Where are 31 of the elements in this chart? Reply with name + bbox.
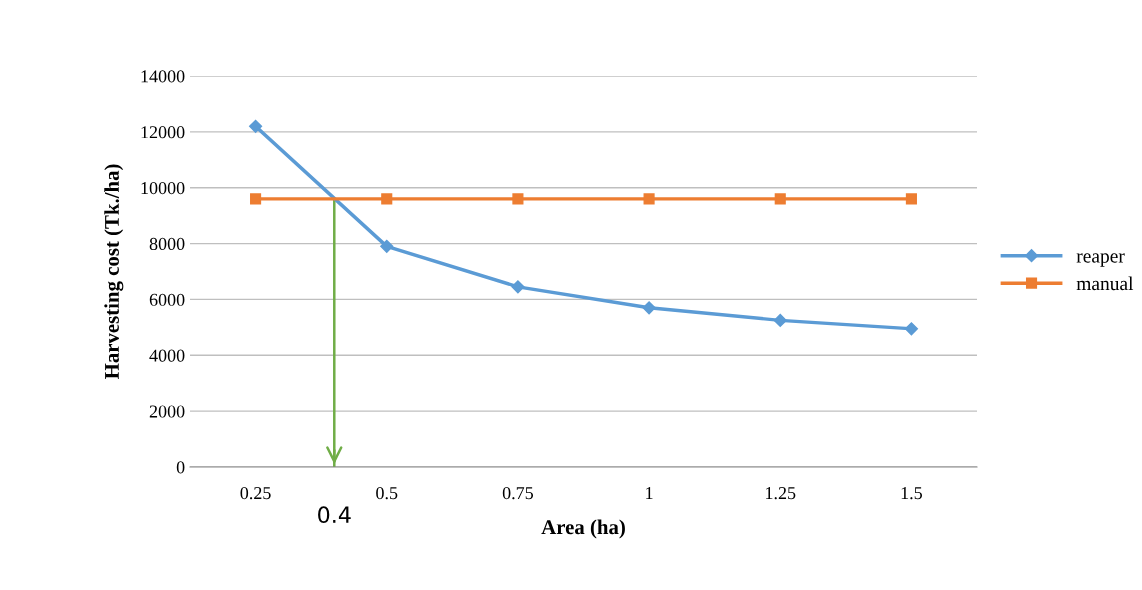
y-tick-label: 10000 (141, 181, 185, 195)
point (250, 193, 262, 205)
y-tick-label: 2000 (149, 405, 185, 418)
point (773, 313, 787, 327)
y-tick-label: 12000 (141, 126, 185, 139)
point (905, 193, 917, 205)
point (511, 280, 525, 294)
y-tick-label: 0 (176, 461, 185, 474)
legend-label: manual (1076, 276, 1134, 291)
x-tick-label: 1.5 (901, 487, 922, 500)
point (774, 193, 786, 205)
y-axis-title: Harvesting cost (Tk./ha) (104, 164, 124, 380)
x-tick-label: 1.25 (766, 487, 796, 500)
x-tick-label: 0.25 (240, 486, 271, 500)
legend-label: reaper (1076, 253, 1125, 267)
point (642, 301, 656, 315)
y-tick-label: 8000 (149, 237, 185, 251)
point (248, 119, 263, 133)
y-tick-label: 6000 (149, 293, 185, 306)
y-tick-label: 14000 (141, 70, 185, 83)
point (381, 193, 393, 205)
x-tick-label: 0.5 (376, 486, 398, 500)
x-tick-label: 1 (646, 487, 653, 499)
point (643, 193, 655, 205)
point (904, 322, 919, 336)
point (380, 239, 394, 253)
point (512, 193, 524, 205)
x-tick-label: 0.75 (502, 486, 534, 500)
x-axis-title: Area (ha) (541, 519, 625, 539)
y-tick-label: 4000 (149, 349, 185, 362)
annotation: 0.4 (318, 506, 351, 524)
